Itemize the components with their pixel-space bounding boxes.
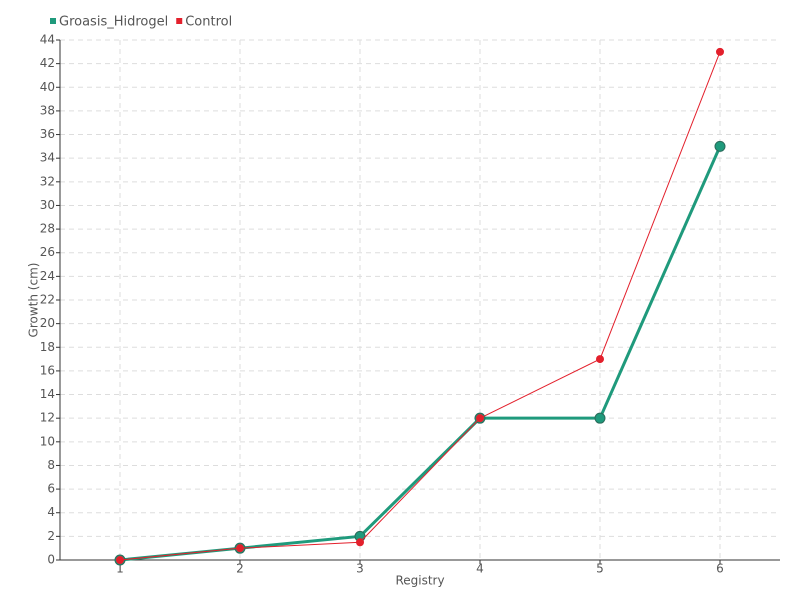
y-tick-label: 16: [40, 363, 55, 377]
x-tick-label: 6: [716, 562, 724, 576]
y-tick-label: 8: [47, 458, 55, 472]
y-tick-label: 42: [40, 56, 55, 70]
data-point: [594, 412, 606, 424]
y-tick-label: 38: [40, 103, 55, 117]
y-tick-label: 28: [40, 222, 55, 236]
data-point: [716, 47, 724, 56]
data-point: [116, 556, 124, 564]
y-tick-label: 22: [40, 293, 55, 307]
y-tick-label: 34: [40, 151, 55, 165]
x-tick-label: 3: [356, 562, 364, 576]
data-point: [236, 544, 244, 553]
y-tick-label: 2: [47, 529, 55, 543]
y-tick-label: 14: [40, 387, 55, 401]
y-tick-label: 30: [40, 198, 55, 212]
y-tick-label: 40: [40, 80, 55, 94]
x-tick-label: 5: [596, 562, 604, 576]
data-point: [714, 140, 726, 152]
y-tick-label: 26: [40, 245, 55, 259]
legend-swatch: [176, 18, 183, 24]
y-tick-label: 0: [47, 553, 55, 567]
y-tick-label: 18: [40, 340, 55, 354]
y-tick-label: 32: [40, 174, 55, 188]
x-axis-label: Registry: [395, 574, 444, 588]
legend-label: Control: [185, 15, 232, 30]
y-axis-label: Growth (cm): [27, 263, 41, 338]
data-point: [476, 414, 484, 423]
y-tick-label: 6: [47, 482, 55, 496]
x-tick-label: 2: [236, 562, 244, 576]
y-tick-label: 20: [40, 316, 55, 330]
y-tick-label: 44: [40, 33, 55, 47]
y-tick-label: 36: [40, 127, 55, 141]
x-tick-label: 4: [476, 562, 484, 576]
legend-label: Groasis_Hidrogel: [59, 15, 168, 30]
series-line: [119, 51, 721, 561]
legend-swatch: [50, 18, 56, 24]
data-point: [356, 538, 364, 547]
series-line: [119, 145, 722, 562]
y-tick-label: 12: [40, 411, 55, 425]
x-tick-label: 1: [116, 562, 124, 576]
y-tick-label: 24: [40, 269, 55, 283]
data-point: [596, 355, 604, 364]
y-tick-label: 10: [40, 434, 55, 448]
y-tick-label: 4: [47, 505, 55, 519]
